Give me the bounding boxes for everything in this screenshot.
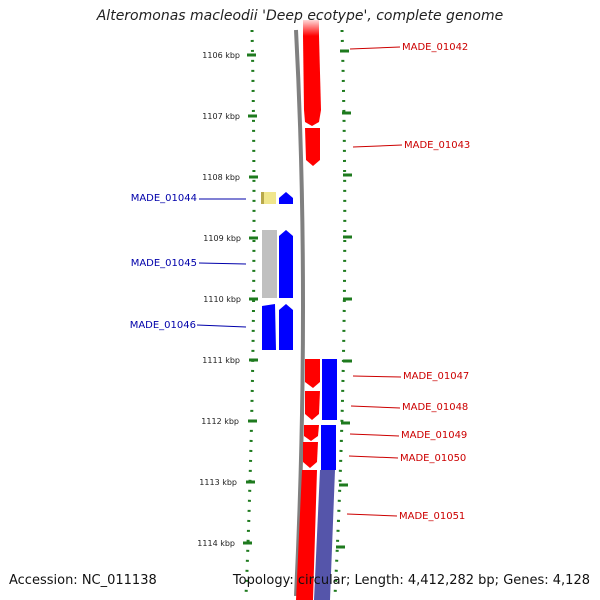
gene-feature-made-01050[interactable] <box>303 442 318 468</box>
ruler-label: 1108 kbp <box>202 173 240 182</box>
summary-separator: ; <box>494 573 504 588</box>
genes-count-text: Genes: 4,128 <box>503 573 590 588</box>
ruler-label: 1107 kbp <box>202 112 240 121</box>
genome-summary: Topology: circular; Length: 4,412,282 bp… <box>233 573 590 588</box>
forward-features <box>296 20 321 600</box>
gene-label[interactable]: MADE_01044 <box>131 193 197 204</box>
gene-label[interactable]: MADE_01048 <box>402 402 468 413</box>
rna-feature <box>261 192 276 204</box>
gene-label[interactable]: MADE_01050 <box>400 453 466 464</box>
accession-text: Accession: NC_011138 <box>9 573 157 588</box>
gene-feature-reverse-block <box>262 304 276 350</box>
gene-feature-made-01049[interactable] <box>304 425 319 441</box>
ruler-ticks-right <box>336 49 352 549</box>
gene-feature-fwd-top <box>303 20 319 36</box>
gene-label[interactable]: MADE_01049 <box>401 430 467 441</box>
rna-feature-edge <box>261 192 264 204</box>
unlabeled-feature <box>262 230 277 298</box>
ruler-label: 1114 kbp <box>197 539 235 548</box>
gene-feature-reverse-block <box>314 470 335 600</box>
gene-label[interactable]: MADE_01045 <box>131 258 197 269</box>
gene-label[interactable]: MADE_01043 <box>404 140 470 151</box>
genome-backbone <box>294 29 305 597</box>
gene-feature-reverse-block <box>322 359 337 420</box>
leader-lines-left <box>196 198 247 328</box>
gene-feature-made-01042[interactable] <box>303 36 321 126</box>
gene-feature-made-01051[interactable] <box>296 470 317 600</box>
length-text: Length: 4,412,282 bp <box>354 573 495 588</box>
ruler-labels: 1106 kbp 1107 kbp 1108 kbp 1109 kbp 1110… <box>197 51 241 548</box>
ruler-label: 1106 kbp <box>202 51 240 60</box>
ruler-label: 1113 kbp <box>199 478 237 487</box>
gene-feature-reverse-block <box>321 425 336 470</box>
topology-text: Topology: circular <box>232 573 346 588</box>
map-title: Alteromonas macleodii 'Deep ecotype', co… <box>96 8 504 24</box>
ruler-label: 1112 kbp <box>201 417 239 426</box>
gene-feature-made-01043[interactable] <box>305 128 320 166</box>
gene-label[interactable]: MADE_01042 <box>402 42 468 53</box>
gene-label[interactable]: MADE_01047 <box>403 371 469 382</box>
ruler-label: 1110 kbp <box>203 295 241 304</box>
gene-label[interactable]: MADE_01046 <box>130 320 196 331</box>
gene-feature-made-01045[interactable] <box>279 230 293 298</box>
ruler-label: 1109 kbp <box>203 234 241 243</box>
reverse-features-right <box>314 359 337 600</box>
reverse-features-left <box>261 192 293 350</box>
leader-lines-right <box>346 46 403 517</box>
ruler-label: 1111 kbp <box>202 356 240 365</box>
gene-label[interactable]: MADE_01051 <box>399 511 465 522</box>
ruler-ticks-left <box>243 53 258 545</box>
gene-feature-made-01046[interactable] <box>279 304 293 350</box>
summary-separator: ; <box>346 573 355 588</box>
gene-feature-made-01047[interactable] <box>305 359 320 388</box>
gene-feature-made-01044[interactable] <box>279 192 293 204</box>
outer-ruler-right <box>333 29 347 597</box>
gene-feature-made-01048[interactable] <box>305 391 320 420</box>
